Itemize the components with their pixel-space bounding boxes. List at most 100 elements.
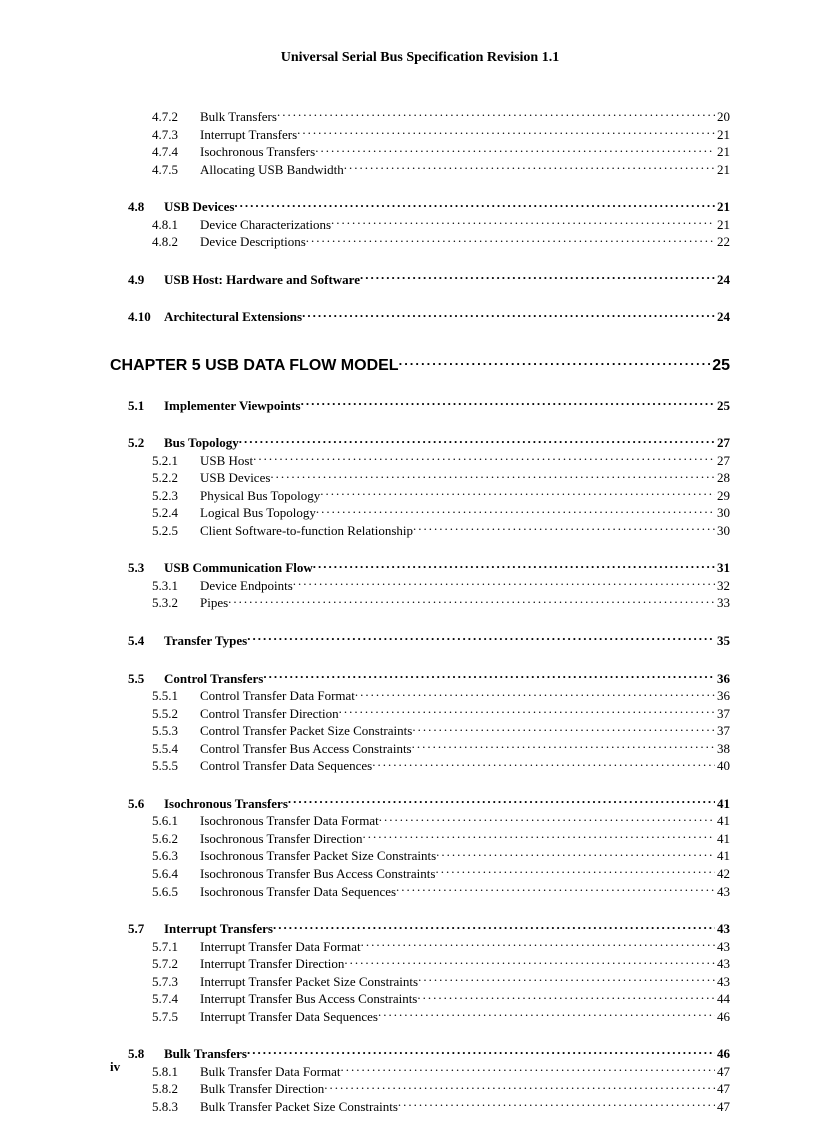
toc-leader	[320, 487, 715, 500]
toc-page-number: 46	[715, 1008, 730, 1026]
toc-entry: CHAPTER 5 USB DATA FLOW MODEL 25	[110, 354, 730, 377]
toc-leader	[315, 143, 715, 156]
toc-page-number: 36	[715, 670, 730, 688]
toc-section-number: 5.2.2	[152, 469, 200, 487]
toc-entry: 4.8.1Device Characterizations21	[110, 216, 730, 234]
toc-entry: 5.2.5Client Software-to-function Relatio…	[110, 522, 730, 540]
toc-entry: 5.7.1Interrupt Transfer Data Format43	[110, 938, 730, 956]
toc-section-title: Isochronous Transfers	[200, 143, 315, 161]
toc-section-number: 5.6.5	[152, 883, 200, 901]
toc-section-title: Physical Bus Topology	[200, 487, 320, 505]
toc-entry: 5.2.1USB Host 27	[110, 452, 730, 470]
toc-page-number: 24	[715, 271, 730, 289]
toc-section-title: Control Transfer Data Sequences	[200, 757, 372, 775]
toc-section-title: Interrupt Transfer Packet Size Constrain…	[200, 973, 418, 991]
toc-page-number: 43	[715, 883, 730, 901]
toc-page-number: 27	[715, 452, 730, 470]
toc-entry: 4.8.2Device Descriptions22	[110, 233, 730, 251]
toc-entry: 5.7.2Interrupt Transfer Direction43	[110, 955, 730, 973]
toc-entry: 5.2.2USB Devices28	[110, 469, 730, 487]
toc-section-title: Interrupt Transfer Data Sequences	[200, 1008, 378, 1026]
toc-section-title: USB Host	[200, 452, 253, 470]
toc-section-number: 5.3.1	[152, 577, 200, 595]
toc-section-title: USB Devices	[164, 198, 234, 216]
toc-leader	[253, 452, 715, 465]
toc-section-number: 5.2.1	[152, 452, 200, 470]
toc-section-number: 5.2.4	[152, 504, 200, 522]
toc-page-number: 47	[715, 1080, 730, 1098]
toc-section-title: Implementer Viewpoints	[164, 397, 301, 415]
toc-leader	[412, 740, 715, 753]
page-header: Universal Serial Bus Specification Revis…	[110, 50, 730, 66]
toc-section-number: 5.7.4	[152, 990, 200, 1008]
toc-leader	[247, 1045, 715, 1058]
toc-leader	[360, 271, 715, 284]
toc-page-number: 41	[715, 795, 730, 813]
toc-section-title: Interrupt Transfer Bus Access Constraint…	[200, 990, 417, 1008]
toc-page-number: 41	[715, 847, 730, 865]
toc-leader	[435, 865, 715, 878]
toc-leader	[379, 812, 715, 825]
toc-section-number: 5.6.2	[152, 830, 200, 848]
toc-entry: 4.7.2Bulk Transfers20	[110, 108, 730, 126]
toc-leader	[234, 198, 715, 211]
toc-entry: 5.6.1Isochronous Transfer Data Format41	[110, 812, 730, 830]
toc-section-number: 5.7.1	[152, 938, 200, 956]
toc-leader	[302, 308, 715, 321]
toc-section-title: USB Host: Hardware and Software	[164, 271, 360, 289]
toc-section-title: Interrupt Transfers	[164, 920, 273, 938]
toc-page-number: 35	[715, 632, 730, 650]
toc-chapter-title: CHAPTER 5 USB DATA FLOW MODEL	[110, 355, 399, 377]
toc-section-number: 5.1	[128, 397, 164, 415]
toc-section-title: Interrupt Transfers	[200, 126, 297, 144]
toc-page-number: 37	[715, 705, 730, 723]
toc-section-number: 5.4	[128, 632, 164, 650]
toc-entry: 5.7Interrupt Transfers43	[110, 920, 730, 938]
toc-entry: 5.3.1Device Endpoints32	[110, 577, 730, 595]
toc-entry: 4.10Architectural Extensions24	[110, 308, 730, 326]
toc-section-number: 5.8.1	[152, 1063, 200, 1081]
toc-leader	[399, 354, 711, 370]
toc-section-title: Bulk Transfer Direction	[200, 1080, 324, 1098]
toc-section-title: Control Transfer Bus Access Constraints	[200, 740, 412, 758]
toc-page-number: 47	[715, 1063, 730, 1081]
toc-section-title: Allocating USB Bandwidth	[200, 161, 344, 179]
toc-section-title: Isochronous Transfer Bus Access Constrai…	[200, 865, 435, 883]
toc-section-title: Device Endpoints	[200, 577, 293, 595]
toc-leader	[378, 1008, 715, 1021]
toc-leader	[313, 559, 715, 572]
toc-leader	[396, 883, 715, 896]
toc-section-title: Logical Bus Topology	[200, 504, 316, 522]
toc-section-number: 5.7.5	[152, 1008, 200, 1026]
toc-page-number: 44	[715, 990, 730, 1008]
toc-entry: 5.6.3Isochronous Transfer Packet Size Co…	[110, 847, 730, 865]
toc-page: Universal Serial Bus Specification Revis…	[110, 50, 730, 1116]
toc-body: 4.7.2Bulk Transfers204.7.3Interrupt Tran…	[110, 108, 730, 1116]
toc-section-title: USB Communication Flow	[164, 559, 313, 577]
toc-section-number: 5.6.3	[152, 847, 200, 865]
toc-section-number: 4.7.4	[152, 143, 200, 161]
toc-entry: 4.8USB Devices21	[110, 198, 730, 216]
toc-leader	[436, 847, 715, 860]
toc-entry: 5.4Transfer Types35	[110, 632, 730, 650]
toc-page-number: 43	[715, 920, 730, 938]
toc-section-number: 5.8	[128, 1045, 164, 1063]
toc-entry: 5.7.4Interrupt Transfer Bus Access Const…	[110, 990, 730, 1008]
toc-leader	[273, 920, 715, 933]
toc-leader	[270, 469, 715, 482]
toc-section-title: Isochronous Transfer Direction	[200, 830, 362, 848]
toc-entry: 5.5.4Control Transfer Bus Access Constra…	[110, 740, 730, 758]
toc-entry: 5.5.5Control Transfer Data Sequences40	[110, 757, 730, 775]
toc-section-number: 5.5.2	[152, 705, 200, 723]
toc-page-number: 40	[715, 757, 730, 775]
toc-page-number: 21	[715, 216, 730, 234]
toc-leader	[413, 522, 715, 535]
toc-leader	[316, 504, 715, 517]
toc-entry: 5.8.3Bulk Transfer Packet Size Constrain…	[110, 1098, 730, 1116]
toc-section-title: Device Descriptions	[200, 233, 306, 251]
toc-entry: 5.6.2Isochronous Transfer Direction41	[110, 830, 730, 848]
toc-leader	[344, 161, 715, 174]
toc-page-number: 30	[715, 504, 730, 522]
toc-section-title: Bulk Transfers	[164, 1045, 247, 1063]
toc-entry: 5.2Bus Topology27	[110, 434, 730, 452]
